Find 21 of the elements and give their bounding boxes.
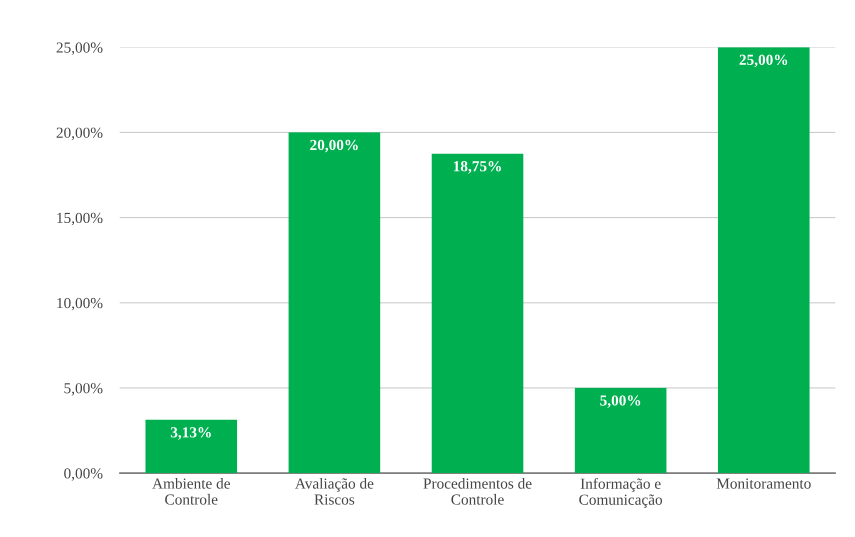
bar bbox=[432, 154, 524, 474]
x-tick-label: Monitoramento bbox=[716, 478, 811, 489]
x-tick-label: Procedimentos de Controle bbox=[423, 478, 532, 505]
bar bbox=[145, 420, 238, 474]
bar bbox=[718, 47, 810, 474]
data-label: 5,00% bbox=[600, 395, 640, 408]
x-tick-label: Ambiente de Controle bbox=[152, 478, 230, 505]
data-label: 3,13% bbox=[170, 427, 211, 440]
y-tick-label: 25,00% bbox=[56, 42, 103, 55]
data-label: 25,00% bbox=[740, 54, 788, 68]
y-tick-label: 0,00% bbox=[64, 468, 103, 481]
y-tick-label: 10,00% bbox=[57, 298, 103, 310]
bar bbox=[574, 388, 666, 474]
data-label: 18,75% bbox=[454, 161, 501, 174]
y-tick-label: 5,00% bbox=[64, 383, 103, 396]
bar bbox=[288, 132, 380, 474]
data-label: 20,00% bbox=[310, 140, 358, 152]
y-tick-label: 20,00% bbox=[56, 128, 103, 140]
y-tick-label: 15,00% bbox=[57, 212, 103, 226]
x-tick-label: Informação e Comunicação bbox=[579, 478, 662, 508]
x-tick-label: Avaliação de Riscos bbox=[295, 478, 374, 505]
